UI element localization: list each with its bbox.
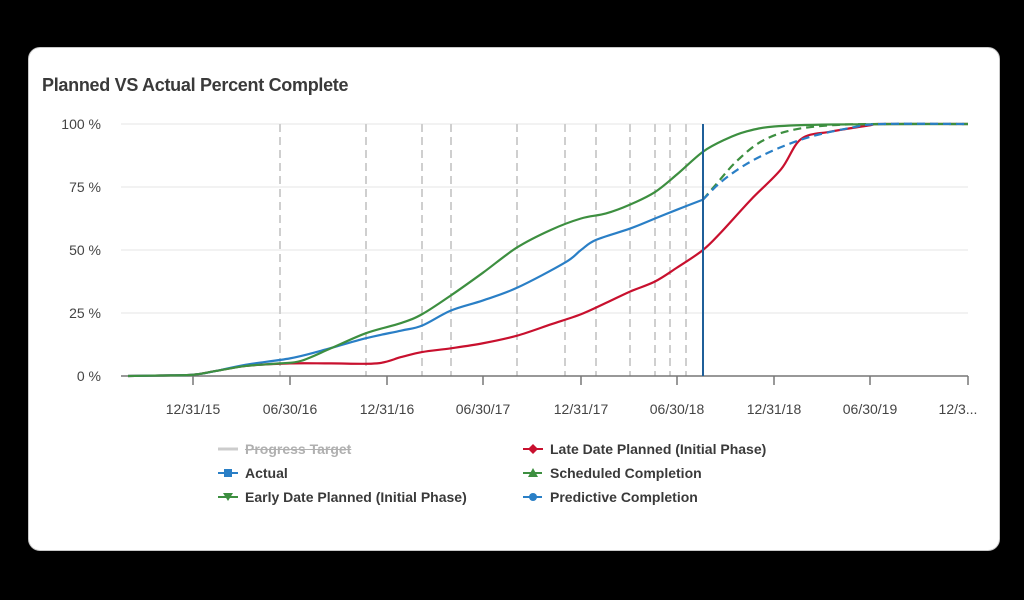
legend-label: Progress Target (245, 441, 352, 457)
line-chart: 0 % 25 % 50 % 75 % 100 % 12/31/15 06/30/16 12/3… (61, 116, 978, 417)
series-scheduled-completion (702, 122, 969, 201)
legend-item-early-date-planned[interactable]: Early Date Planned (Initial Phase) (217, 487, 467, 507)
legend-label: Predictive Completion (550, 489, 698, 505)
diamond-marker-icon (523, 444, 543, 454)
x-tick-label: 12/31/16 (360, 401, 415, 417)
y-tick-label: 0 % (77, 368, 101, 384)
legend-label: Actual (245, 465, 288, 481)
triangle-up-marker-icon (523, 468, 543, 477)
legend-item-predictive-completion[interactable]: Predictive Completion (522, 487, 698, 507)
x-tick-label: 06/30/16 (263, 401, 318, 417)
y-tick-label: 75 % (69, 179, 101, 195)
y-tick-label: 25 % (69, 305, 101, 321)
chart-legend: Progress Target Actual Early Date Planne… (29, 48, 1001, 552)
legend-item-scheduled-completion[interactable]: Scheduled Completion (522, 463, 702, 483)
y-tick-label: 100 % (61, 116, 101, 132)
legend-label: Scheduled Completion (550, 465, 702, 481)
y-tick-label: 50 % (69, 242, 101, 258)
circle-marker-icon (523, 493, 543, 501)
x-tick-label: 06/30/19 (843, 401, 898, 417)
square-marker-icon (218, 469, 238, 477)
legend-line-gray-icon (218, 447, 238, 451)
x-tick-label: 12/31/18 (747, 401, 802, 417)
x-tick-label: 12/31/17 (554, 401, 609, 417)
legend-label: Late Date Planned (Initial Phase) (550, 441, 767, 457)
legend-item-actual[interactable]: Actual (217, 463, 288, 483)
triangle-down-marker-icon (218, 493, 238, 501)
x-tick-label: 12/31/15 (166, 401, 221, 417)
series-predictive-completion (702, 122, 969, 201)
legend-item-progress-target[interactable]: Progress Target (217, 439, 351, 459)
x-tick-label: 06/30/18 (650, 401, 705, 417)
x-tick-label: 12/3... (939, 401, 978, 417)
series-actual (127, 198, 704, 378)
series-early-date-planned-initial-phase (127, 122, 969, 378)
chart-title: Planned VS Actual Percent Complete (42, 75, 349, 95)
x-tick-label: 06/30/17 (456, 401, 511, 417)
legend-label: Early Date Planned (Initial Phase) (245, 489, 467, 505)
chart-card: Planned VS Actual Percent Complete 0 % 25… (28, 47, 1000, 551)
legend-item-late-date-planned[interactable]: Late Date Planned (Initial Phase) (522, 439, 766, 459)
